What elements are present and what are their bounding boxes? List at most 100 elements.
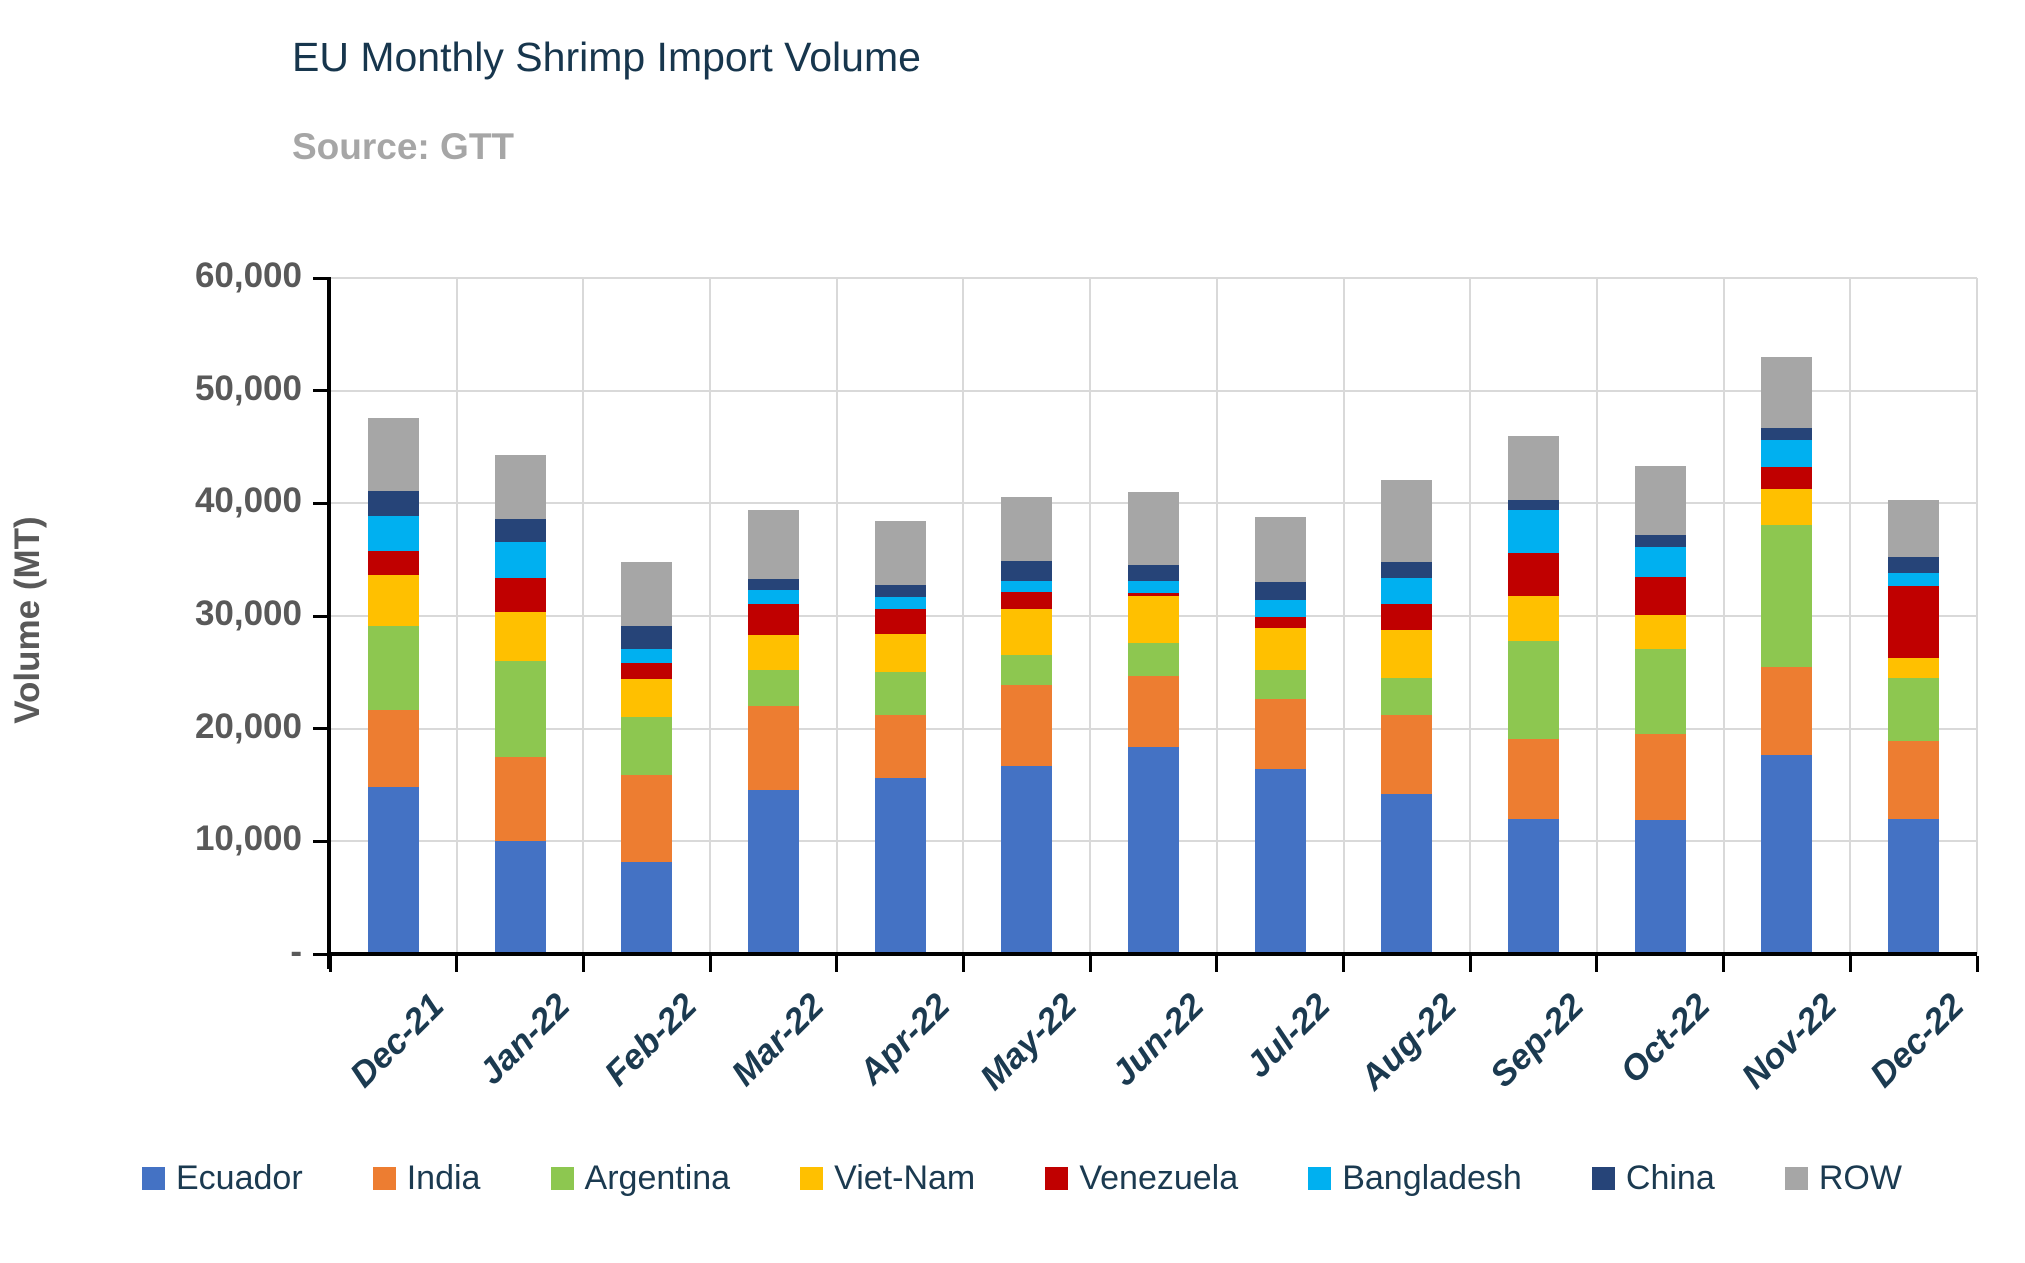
- bar-segment-viet-nam: [1888, 657, 1940, 678]
- y-axis-tick: [313, 501, 329, 505]
- y-tick-label: -: [290, 932, 302, 971]
- bar-segment-argentina: [367, 626, 419, 710]
- legend-label: Viet-Nam: [834, 1158, 976, 1197]
- bar-segment-venezuela: [1508, 553, 1560, 596]
- bar-segment-venezuela: [1888, 585, 1940, 658]
- bar-segment-india: [1001, 684, 1053, 767]
- bar-segment-bangladesh: [1761, 439, 1813, 468]
- bar-segment-bangladesh: [1888, 573, 1940, 586]
- gridline-v: [709, 278, 712, 954]
- bar-segment-row: [1761, 356, 1813, 428]
- bar-segment-argentina: [621, 716, 673, 775]
- bar: [1888, 278, 1940, 954]
- bar-segment-india: [1128, 675, 1179, 747]
- y-axis-tick: [313, 727, 329, 731]
- bar-segment-ecuador: [1888, 818, 1940, 954]
- gridline-v: [455, 278, 458, 954]
- bar-segment-argentina: [494, 661, 546, 757]
- bar-segment-ecuador: [1761, 754, 1813, 954]
- x-tick-label-text: Sep-22: [1482, 986, 1592, 1095]
- bar-segment-viet-nam: [1254, 628, 1306, 671]
- bar-segment-india: [1254, 699, 1306, 770]
- bar-segment-bangladesh: [1634, 546, 1686, 577]
- y-tick-label: 60,000: [194, 256, 302, 295]
- gridline-v: [1595, 278, 1598, 954]
- bar-segment-argentina: [747, 670, 799, 707]
- x-tick-label-text: Nov-22: [1734, 986, 1845, 1097]
- bar-segment-viet-nam: [1381, 630, 1433, 678]
- bar-segment-venezuela: [747, 604, 799, 636]
- bar-segment-argentina: [1634, 648, 1686, 735]
- chart-title: EU Monthly Shrimp Import Volume: [292, 34, 921, 80]
- bar-segment-venezuela: [494, 577, 546, 612]
- bar-segment-row: [1634, 466, 1686, 535]
- x-axis-tick: [1342, 956, 1346, 972]
- bar: [621, 278, 673, 954]
- bar-segment-bangladesh: [367, 515, 419, 552]
- x-axis-tick: [708, 956, 712, 972]
- bar: [1128, 278, 1179, 954]
- bar-segment-venezuela: [1254, 616, 1306, 629]
- y-tick-label: 20,000: [194, 706, 302, 746]
- bar: [874, 278, 926, 954]
- bar-segment-bangladesh: [1128, 581, 1179, 593]
- x-axis-tick: [1595, 956, 1599, 972]
- bar-segment-china: [1761, 427, 1813, 440]
- bar-segment-argentina: [1381, 677, 1433, 716]
- bar-segment-venezuela: [621, 663, 673, 679]
- bar-segment-argentina: [1001, 655, 1053, 685]
- gridline-h: [330, 277, 1977, 279]
- x-tick-label-text: Dec-21: [342, 986, 451, 1095]
- bar-segment-india: [1761, 666, 1813, 755]
- bar-segment-viet-nam: [874, 634, 926, 672]
- bar-segment-row: [1128, 492, 1179, 565]
- bar-segment-row: [874, 521, 926, 586]
- bar-segment-india: [367, 709, 419, 788]
- bar-segment-row: [1001, 496, 1053, 561]
- bar-segment-india: [747, 706, 799, 791]
- legend-item-bangladesh: Bangladesh: [1308, 1159, 1522, 1198]
- bar-segment-venezuela: [1634, 576, 1686, 616]
- bar-segment-venezuela: [1761, 467, 1813, 489]
- legend: Ecuador India Argentina Viet-Nam Venezuela Ba…: [142, 1152, 1902, 1204]
- gridline-v: [1849, 278, 1852, 954]
- bar-segment-bangladesh: [494, 541, 546, 578]
- x-tick-label-text: Jan-22: [471, 986, 578, 1092]
- x-tick-label-text: May-22: [972, 986, 1085, 1098]
- bar-segment-row: [1254, 516, 1306, 583]
- x-tick-label-text: Oct-22: [1613, 986, 1718, 1091]
- bar-segment-china: [621, 625, 673, 649]
- bar-segment-argentina: [1888, 677, 1940, 742]
- x-axis-tick: [1848, 956, 1852, 972]
- legend-label: ROW: [1818, 1158, 1902, 1197]
- bar-segment-india: [1634, 734, 1686, 820]
- bar-segment-argentina: [1761, 525, 1813, 667]
- legend-label: India: [406, 1158, 481, 1197]
- bar-segment-venezuela: [367, 551, 419, 575]
- bar-segment-china: [494, 519, 546, 542]
- bar-segment-china: [1888, 556, 1940, 574]
- bar-segment-viet-nam: [1001, 609, 1053, 656]
- legend-swatch: [1308, 1166, 1332, 1190]
- y-axis-tick: [313, 389, 329, 393]
- bar-segment-argentina: [1128, 643, 1179, 676]
- bar-segment-bangladesh: [1381, 577, 1433, 605]
- bar-segment-row: [621, 561, 673, 626]
- bar-segment-row: [747, 510, 799, 580]
- legend-item-ecuador: Ecuador: [142, 1159, 303, 1198]
- y-tick-label: 50,000: [194, 368, 302, 408]
- bar-segment-row: [367, 417, 419, 491]
- bar-segment-ecuador: [621, 861, 673, 954]
- bar-segment-bangladesh: [1001, 581, 1053, 593]
- x-axis-tick: [1975, 956, 1979, 972]
- bar-segment-row: [1508, 435, 1560, 500]
- bar: [1381, 278, 1433, 954]
- bar-segment-viet-nam: [1634, 615, 1686, 649]
- bar-segment-row: [1381, 479, 1433, 562]
- bar-segment-ecuador: [1508, 818, 1560, 954]
- bar: [367, 278, 419, 954]
- bar-segment-bangladesh: [874, 596, 926, 609]
- legend-swatch: [1045, 1166, 1069, 1190]
- bar: [1254, 278, 1306, 954]
